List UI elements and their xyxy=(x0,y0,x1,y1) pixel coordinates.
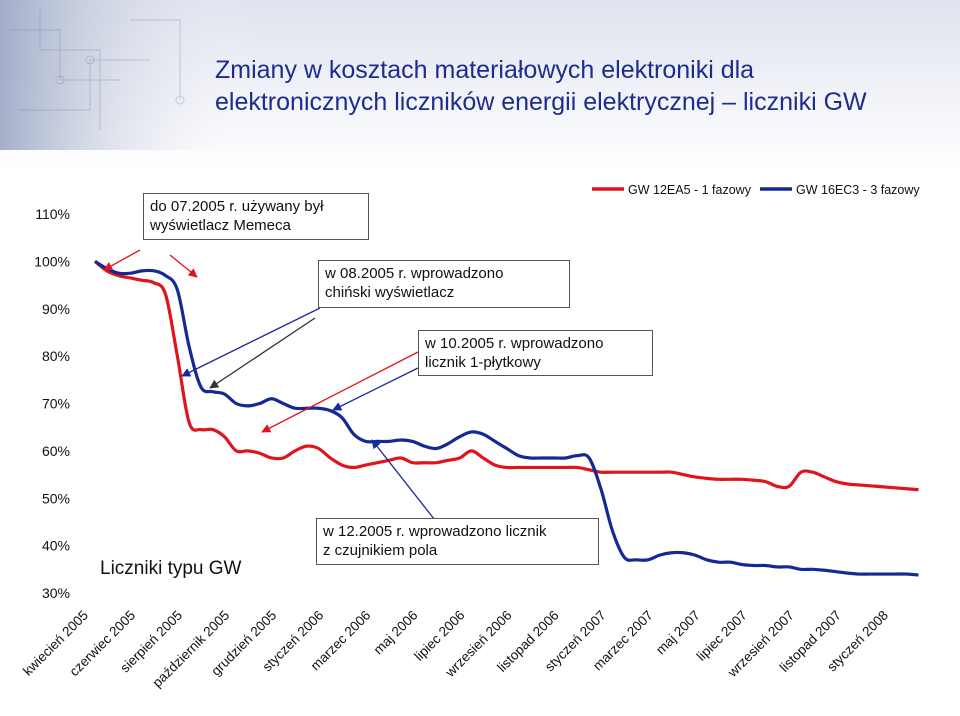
series-line-2 xyxy=(94,260,919,577)
annotation-arrow xyxy=(332,367,419,411)
y-tick-label: 90% xyxy=(42,301,70,317)
y-tick-label: 50% xyxy=(42,490,70,506)
y-tick-label: 110% xyxy=(35,206,70,222)
annotation-arrow xyxy=(261,351,419,433)
annotation-line: w 08.2005 r. wprowadzono xyxy=(325,265,504,282)
legend-label-1: GW 12EA5 - 1 fazowy xyxy=(628,183,752,197)
annotation-arrow xyxy=(209,317,316,389)
annotation-memeca: do 07.2005 r. używany był wyświetlacz Me… xyxy=(143,193,369,240)
annotation-arrow xyxy=(181,307,321,377)
annotation-line: chiński wyświetlacz xyxy=(325,284,455,301)
annotation-line: z czujnikiem pola xyxy=(323,542,438,559)
annotation-chinese-display: w 08.2005 r. wprowadzono chiński wyświet… xyxy=(318,260,570,308)
annotation-arrows xyxy=(103,249,461,553)
y-tick-label: 30% xyxy=(42,585,70,601)
annotation-line: wyświetlacz Memeca xyxy=(150,217,291,234)
x-tick-label: maj 2006 xyxy=(371,608,421,658)
annotation-field-sensor: w 12.2005 r. wprowadzono licznik z czujn… xyxy=(316,518,599,565)
y-tick-label: 70% xyxy=(42,396,70,412)
x-tick-label: maj 2007 xyxy=(653,608,703,658)
annotation-arrow xyxy=(103,249,141,271)
annotation-line: w 12.2005 r. wprowadzono licznik xyxy=(323,523,547,540)
annotation-line: do 07.2005 r. używany był xyxy=(150,198,324,215)
meter-type-label: Liczniki typu GW xyxy=(100,558,242,579)
series-line-1 xyxy=(93,260,919,492)
y-axis: 110% 100% 90% 80% 70% 60% 50% 40% 30% xyxy=(34,206,70,601)
slide-title-line-1: Zmiany w kosztach materiałowych elektron… xyxy=(215,56,755,84)
annotation-line: w 10.2005 r. wprowadzono xyxy=(425,335,604,352)
y-tick-label: 60% xyxy=(42,443,70,459)
annotation-arrow xyxy=(169,254,198,278)
y-tick-label: 40% xyxy=(42,538,70,554)
y-tick-label: 100% xyxy=(34,253,70,269)
annotation-line: licznik 1-płytkowy xyxy=(425,354,541,371)
annotation-single-board: w 10.2005 r. wprowadzono licznik 1-płytk… xyxy=(418,330,653,376)
y-tick-label: 80% xyxy=(42,348,70,364)
series-lines xyxy=(93,260,919,577)
legend: GW 12EA5 - 1 fazowy GW 16EC3 - 3 fazowy xyxy=(592,183,920,197)
slide-title-line-2: elektronicznych liczników energii elektr… xyxy=(215,88,867,116)
legend-label-2: GW 16EC3 - 3 fazowy xyxy=(796,183,920,197)
